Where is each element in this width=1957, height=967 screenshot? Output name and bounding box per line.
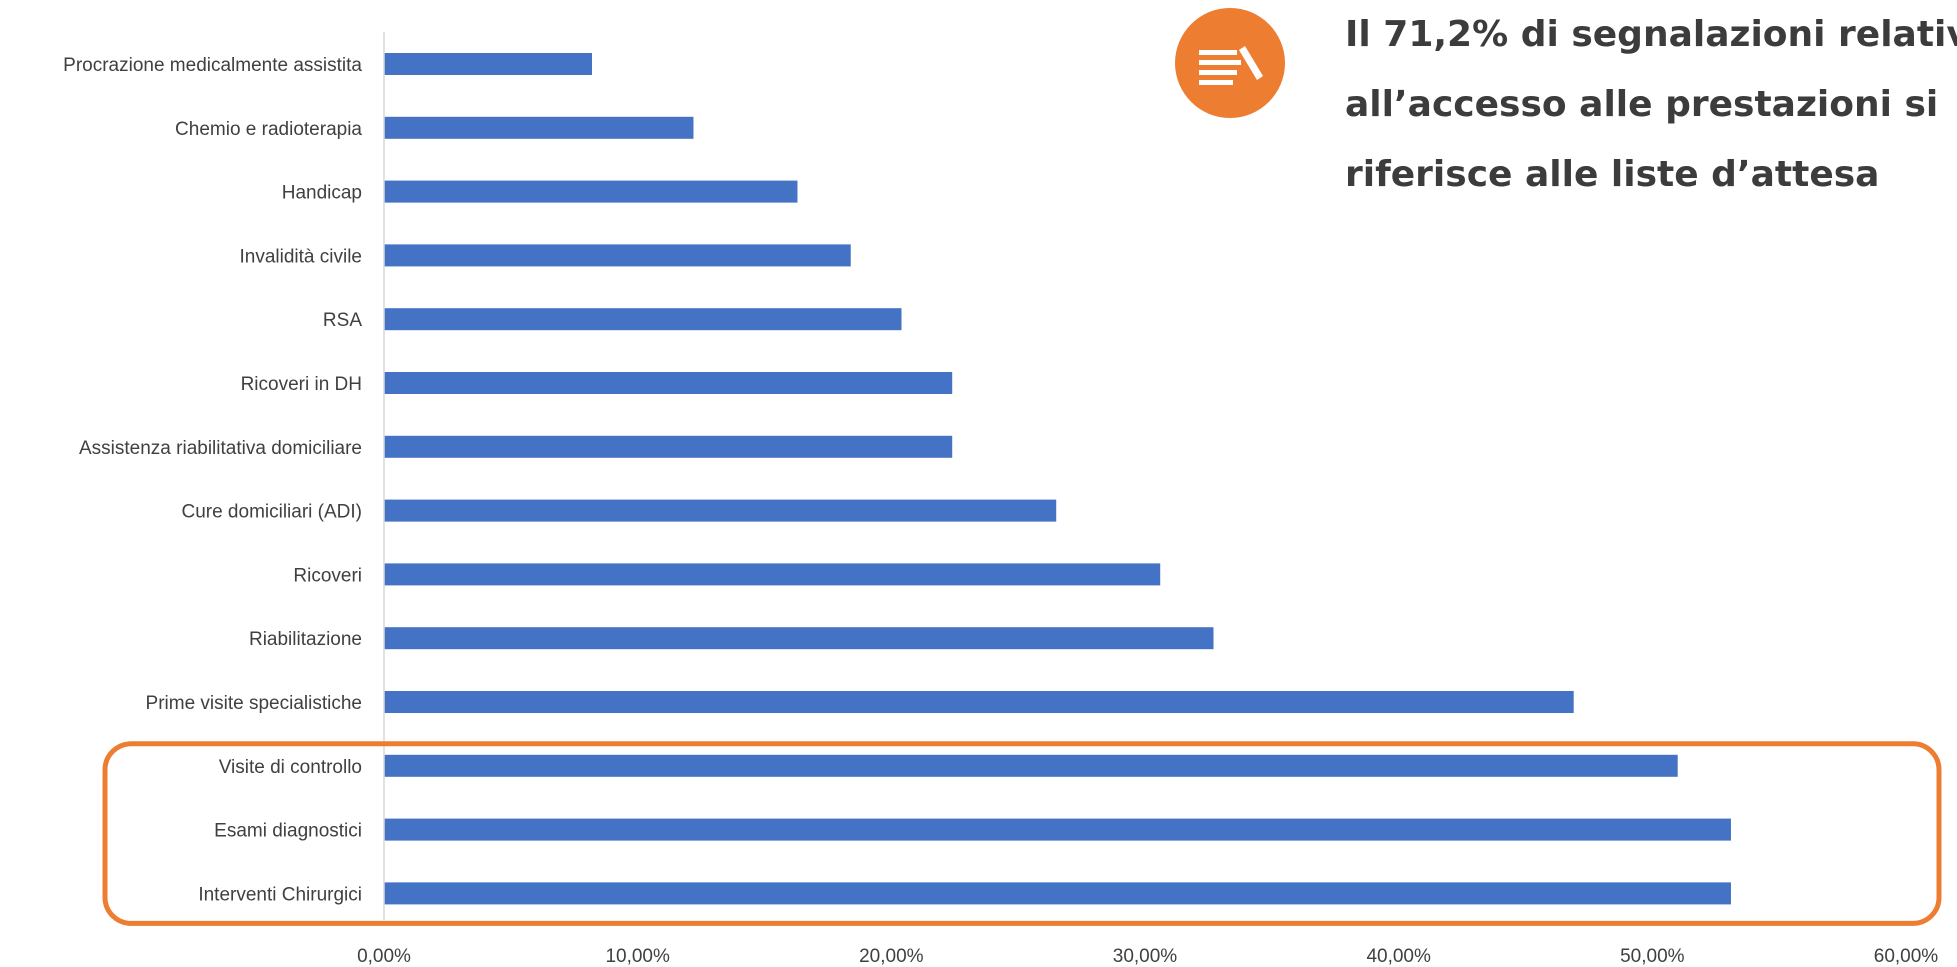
bar: [384, 754, 1678, 777]
bars-group: [384, 53, 1731, 905]
headline-line-1: Il 71,2% di segnalazioni relative: [1345, 14, 1957, 55]
category-label: RSA: [323, 310, 362, 331]
x-tick-label: 60,00%: [1874, 946, 1939, 967]
category-label: Ricoveri in DH: [241, 374, 362, 395]
category-label: Procrazione medicalmente assistita: [63, 55, 362, 76]
highlight-box: [102, 741, 1942, 926]
bar: [384, 435, 953, 458]
headline-line-2: all’accesso alle prestazioni si: [1345, 84, 1939, 125]
bar: [384, 563, 1161, 586]
x-tick-label: 20,00%: [859, 946, 924, 967]
x-tick-label: 10,00%: [605, 946, 670, 967]
category-label: Assistenza riabilitativa domiciliare: [79, 438, 362, 459]
category-label: Visite di controllo: [219, 757, 362, 778]
x-tick-label: 50,00%: [1620, 946, 1685, 967]
category-label: Chemio e radioterapia: [175, 119, 362, 140]
bar: [384, 882, 1731, 905]
category-label: Prime visite specialistiche: [146, 693, 362, 714]
bar: [384, 818, 1731, 841]
headline-text: Il 71,2% di segnalazioni relative all’ac…: [1345, 0, 1957, 210]
category-label: Ricoveri: [293, 565, 362, 586]
bar: [384, 116, 694, 139]
x-tick-label: 40,00%: [1366, 946, 1431, 967]
list-edit-icon: [1199, 46, 1263, 85]
category-label: Handicap: [282, 183, 362, 204]
category-label: Esami diagnostici: [214, 821, 362, 842]
category-label: Interventi Chirurgici: [198, 884, 362, 905]
category-labels: Procrazione medicalmente assistita Chemio…: [63, 55, 362, 905]
bar: [384, 308, 902, 331]
bar: [384, 372, 953, 394]
x-tick-labels: 0,00% 10,00% 20,00% 30,00% 40,00% 50,00% 60,00…: [357, 946, 1938, 967]
category-label: Invalidità civile: [240, 246, 363, 267]
category-label: Cure domiciliari (ADI): [181, 502, 362, 523]
headline-line-3: riferisce alle liste d’attesa: [1345, 154, 1880, 195]
x-tick-label: 0,00%: [357, 946, 411, 967]
x-tick-label: 30,00%: [1113, 946, 1178, 967]
category-label: Riabilitazione: [249, 629, 362, 650]
bar: [384, 53, 593, 75]
headline-badge: [1175, 8, 1285, 118]
bar: [384, 499, 1057, 522]
bar: [384, 244, 851, 267]
bar: [384, 627, 1214, 650]
bar: [384, 180, 798, 203]
bar: [384, 691, 1574, 713]
